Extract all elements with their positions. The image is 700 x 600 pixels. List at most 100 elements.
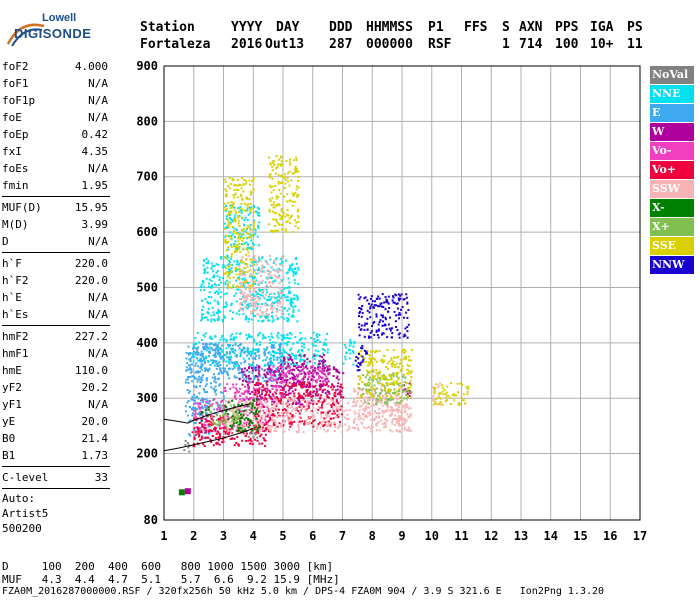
data-point — [198, 392, 201, 395]
data-point — [345, 351, 348, 354]
data-point — [280, 297, 283, 300]
data-point — [274, 427, 277, 430]
data-point — [237, 431, 240, 434]
data-point — [337, 378, 340, 381]
data-point — [366, 349, 369, 352]
data-point — [445, 391, 448, 394]
data-point — [289, 369, 292, 372]
data-point — [227, 433, 230, 436]
data-point — [375, 424, 378, 427]
data-point — [201, 299, 204, 302]
data-point — [214, 389, 217, 392]
data-point — [222, 367, 225, 370]
data-point — [295, 294, 298, 297]
data-point — [284, 360, 287, 363]
data-point — [197, 359, 200, 362]
data-point — [383, 388, 386, 391]
data-point — [293, 415, 296, 418]
data-point — [241, 370, 244, 373]
data-point — [252, 225, 255, 228]
data-point — [340, 383, 343, 386]
data-point — [338, 413, 341, 416]
data-point — [186, 442, 189, 445]
data-point — [193, 377, 196, 380]
data-point — [444, 400, 447, 403]
data-point — [266, 387, 269, 390]
data-point — [258, 442, 261, 445]
data-point — [400, 409, 403, 412]
data-point — [306, 390, 309, 393]
data-point — [252, 283, 255, 286]
data-point — [269, 304, 272, 307]
data-point — [381, 422, 384, 425]
data-point — [243, 420, 246, 423]
data-point — [319, 397, 322, 400]
data-point — [292, 271, 295, 274]
data-point — [275, 379, 278, 382]
data-point — [234, 249, 237, 252]
data-point — [253, 428, 256, 431]
data-point — [234, 387, 237, 390]
data-point — [250, 400, 253, 403]
data-point — [354, 359, 357, 362]
data-point — [384, 398, 387, 401]
data-point — [332, 366, 335, 369]
data-point — [273, 370, 276, 373]
data-point — [244, 412, 247, 415]
data-point — [363, 349, 366, 352]
data-point — [334, 421, 337, 424]
data-point — [207, 425, 210, 428]
data-point — [248, 422, 251, 425]
data-point — [195, 377, 198, 380]
data-point — [381, 314, 384, 317]
data-point — [292, 272, 295, 275]
data-point — [365, 392, 368, 395]
data-point — [232, 361, 235, 364]
data-point — [258, 221, 261, 224]
data-point — [253, 376, 256, 379]
data-point — [205, 316, 208, 319]
data-point — [458, 401, 461, 404]
data-point — [258, 419, 261, 422]
data-point — [398, 384, 401, 387]
data-point — [225, 417, 228, 420]
data-point — [209, 425, 212, 428]
data-point — [242, 397, 245, 400]
data-point — [391, 422, 394, 425]
data-point — [387, 389, 390, 392]
data-point — [230, 204, 233, 207]
data-point — [241, 261, 244, 264]
data-point — [250, 248, 253, 251]
data-point — [381, 395, 384, 398]
data-point — [207, 370, 210, 373]
data-point — [256, 342, 259, 345]
data-point — [368, 410, 371, 413]
data-point — [279, 374, 282, 377]
data-point — [308, 422, 311, 425]
data-point — [297, 366, 300, 369]
data-point — [382, 305, 385, 308]
data-point — [272, 341, 275, 344]
data-point — [209, 363, 212, 366]
data-point — [251, 369, 254, 372]
data-point — [213, 264, 216, 267]
data-point — [255, 428, 258, 431]
data-point — [298, 365, 301, 368]
data-point — [257, 269, 260, 272]
data-point — [240, 362, 243, 365]
data-point — [221, 438, 224, 441]
data-point — [370, 404, 373, 407]
data-point — [258, 399, 261, 402]
data-point — [384, 318, 387, 321]
data-point — [312, 403, 315, 406]
data-point — [253, 221, 256, 224]
data-point — [360, 404, 363, 407]
data-point — [302, 343, 305, 346]
data-point — [254, 419, 257, 422]
data-point — [261, 291, 264, 294]
data-point — [255, 302, 258, 305]
data-point — [261, 294, 264, 297]
data-point — [222, 407, 225, 410]
data-point — [271, 165, 274, 168]
data-point — [209, 346, 212, 349]
